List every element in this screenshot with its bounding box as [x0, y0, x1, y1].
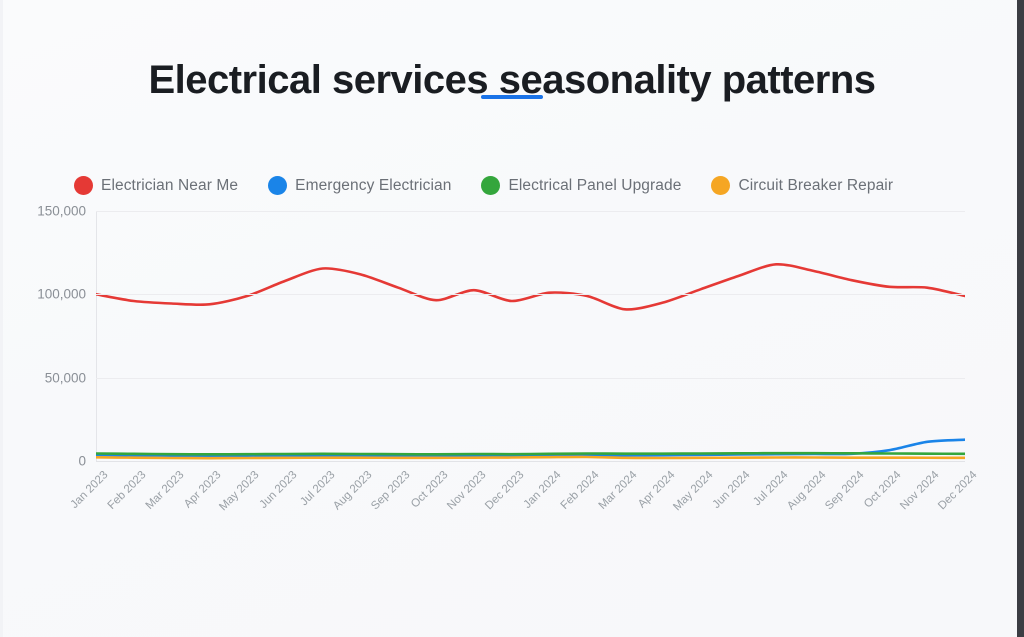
legend-item[interactable]: Electrical Panel Upgrade — [481, 176, 681, 195]
chart-legend: Electrician Near Me Emergency Electrician… — [74, 176, 893, 195]
legend-item-label: Emergency Electrician — [295, 176, 452, 194]
legend-item[interactable]: Electrician Near Me — [74, 176, 238, 195]
title-underline-accent — [481, 95, 543, 99]
legend-dot-green — [481, 176, 501, 195]
y-gridline — [96, 211, 965, 212]
y-axis-tick-label: 0 — [78, 453, 86, 469]
chart-plot-area — [96, 211, 965, 461]
legend-dot-red — [74, 176, 93, 195]
legend-item[interactable]: Emergency Electrician — [268, 176, 451, 195]
legend-item-label: Electrician Near Me — [101, 176, 239, 194]
y-axis-tick-label: 50,000 — [44, 370, 86, 386]
legend-item-label: Circuit Breaker Repair — [738, 176, 894, 194]
page-title: Electrical services seasonality patterns — [148, 57, 876, 102]
legend-item[interactable]: Circuit Breaker Repair — [711, 176, 893, 195]
y-gridline — [96, 461, 965, 462]
page-left-edge — [0, 0, 3, 637]
legend-dot-blue — [268, 176, 288, 195]
y-gridline — [96, 377, 965, 379]
y-axis-tick-label: 150,000 — [37, 203, 86, 219]
page-right-edge — [1017, 0, 1024, 637]
y-axis-tick-label: 100,000 — [37, 286, 86, 302]
y-axis-line — [96, 211, 97, 461]
y-gridline — [96, 294, 965, 296]
series-line — [96, 264, 965, 309]
series-line — [96, 457, 965, 458]
series-line — [96, 453, 965, 454]
legend-item-label: Electrical Panel Upgrade — [508, 176, 682, 194]
legend-dot-orange — [711, 176, 731, 195]
